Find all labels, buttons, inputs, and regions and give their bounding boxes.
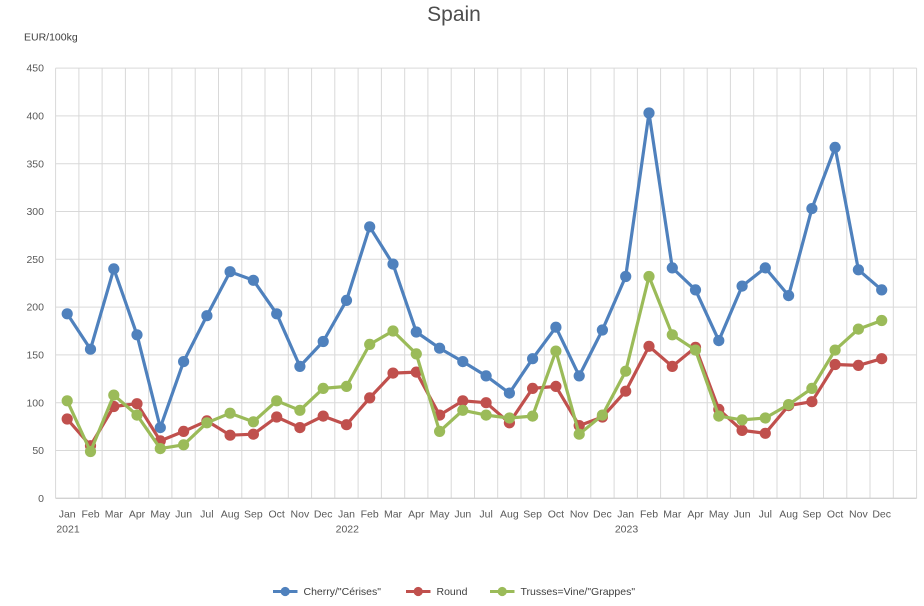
svg-text:Spain: Spain [427, 3, 481, 26]
svg-text:400: 400 [26, 111, 44, 123]
svg-text:Nov: Nov [849, 509, 868, 521]
svg-text:Sep: Sep [523, 509, 542, 521]
svg-text:2023: 2023 [615, 524, 639, 536]
svg-text:Dec: Dec [872, 509, 891, 521]
svg-text:May: May [430, 509, 451, 521]
svg-text:Jun: Jun [175, 509, 192, 521]
svg-text:Dec: Dec [593, 509, 612, 521]
svg-text:Oct: Oct [827, 509, 843, 521]
svg-text:350: 350 [26, 158, 44, 170]
svg-text:Trusses=Vine/"Grappes": Trusses=Vine/"Grappes" [521, 586, 636, 598]
svg-text:Apr: Apr [129, 509, 146, 521]
svg-text:Mar: Mar [663, 509, 682, 521]
svg-text:Apr: Apr [408, 509, 425, 521]
svg-text:2021: 2021 [56, 524, 80, 536]
svg-text:Cherry/"Cérises": Cherry/"Cérises" [304, 586, 382, 598]
svg-text:Feb: Feb [81, 509, 99, 521]
svg-text:100: 100 [26, 397, 44, 409]
svg-text:Jan: Jan [338, 509, 355, 521]
svg-text:Feb: Feb [640, 509, 658, 521]
svg-text:2022: 2022 [336, 524, 360, 536]
svg-text:Jun: Jun [734, 509, 751, 521]
svg-text:Nov: Nov [570, 509, 589, 521]
svg-text:Nov: Nov [291, 509, 310, 521]
svg-text:Jul: Jul [200, 509, 213, 521]
svg-text:Sep: Sep [244, 509, 263, 521]
svg-text:Jan: Jan [617, 509, 634, 521]
svg-text:300: 300 [26, 206, 44, 218]
svg-text:50: 50 [32, 445, 44, 457]
svg-text:250: 250 [26, 254, 44, 266]
svg-text:EUR/100kg: EUR/100kg [24, 32, 78, 44]
svg-text:Mar: Mar [105, 509, 124, 521]
svg-text:May: May [150, 509, 171, 521]
svg-text:Jan: Jan [59, 509, 76, 521]
svg-text:May: May [709, 509, 730, 521]
svg-text:Jul: Jul [479, 509, 492, 521]
svg-text:200: 200 [26, 302, 44, 314]
svg-text:450: 450 [26, 63, 44, 75]
svg-text:Jun: Jun [454, 509, 471, 521]
svg-text:Aug: Aug [500, 509, 519, 521]
svg-text:Oct: Oct [269, 509, 285, 521]
svg-text:Apr: Apr [687, 509, 704, 521]
svg-text:Round: Round [437, 586, 468, 598]
svg-text:Feb: Feb [361, 509, 379, 521]
svg-text:150: 150 [26, 350, 44, 362]
svg-text:0: 0 [38, 493, 44, 505]
svg-text:Oct: Oct [548, 509, 564, 521]
svg-text:Jul: Jul [759, 509, 772, 521]
svg-text:Aug: Aug [221, 509, 240, 521]
svg-text:Dec: Dec [314, 509, 333, 521]
svg-text:Mar: Mar [384, 509, 403, 521]
svg-text:Sep: Sep [803, 509, 822, 521]
svg-text:Aug: Aug [779, 509, 798, 521]
